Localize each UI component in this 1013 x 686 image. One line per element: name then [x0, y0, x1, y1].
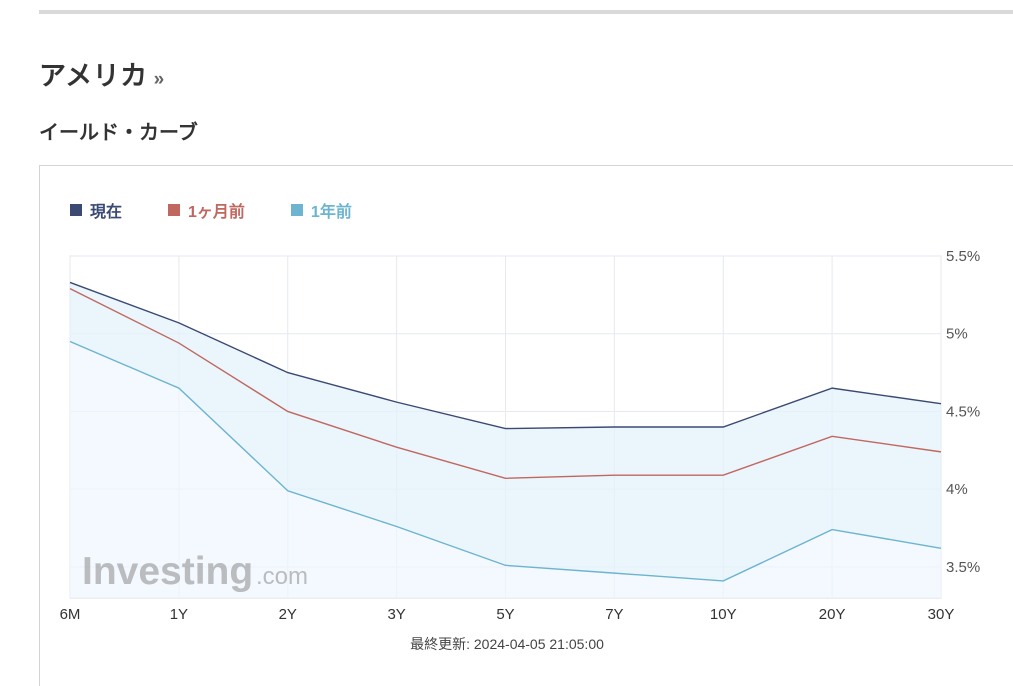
watermark-suffix: .com	[256, 563, 308, 590]
country-link[interactable]: アメリカ »	[39, 54, 164, 93]
legend-swatch-1-year-ago	[290, 204, 303, 216]
lower-band	[70, 341, 941, 598]
legend-label-1-month-ago: 1ヶ月前	[188, 204, 245, 221]
country-title: アメリカ	[39, 61, 148, 91]
legend-swatch-1-month-ago	[168, 204, 181, 216]
series-line-1	[69, 288, 942, 480]
legend-label-1-year-ago: 1年前	[310, 204, 352, 221]
x-tick-label: 5Y	[496, 606, 514, 623]
legend-label-current: 現在	[90, 204, 123, 221]
series-line-0	[69, 281, 942, 430]
last-updated-text: 最終更新: 2024-04-05 21:05:00	[410, 636, 604, 652]
x-tick-label: 10Y	[710, 606, 737, 623]
x-tick-label: 7Y	[605, 606, 623, 623]
legend-item-1-month-ago[interactable]: 1ヶ月前	[168, 198, 245, 222]
y-tick-label: 3.5%	[946, 559, 980, 576]
yield-curve-chart: 現在 1ヶ月前 1年前 Investing .com 3.5% 4% 4.5% 5% 5.5…	[39, 165, 1013, 686]
legend-item-current[interactable]: 現在	[70, 198, 122, 222]
x-tick-label: 2Y	[279, 606, 297, 623]
y-tick-label: 5%	[946, 326, 968, 343]
x-tick-label: 3Y	[387, 606, 405, 623]
section-subtitle: イールド・カーブ	[39, 122, 198, 144]
series-line-2	[69, 340, 942, 582]
legend-swatch-current	[70, 204, 82, 216]
y-tick-label: 4.5%	[946, 403, 980, 420]
top-divider	[39, 10, 1013, 14]
chart-legend: 現在 1ヶ月前 1年前	[70, 198, 352, 222]
watermark-brand: Investing	[82, 550, 253, 593]
x-tick-label: 20Y	[819, 606, 846, 623]
legend-item-1-year-ago[interactable]: 1年前	[290, 198, 352, 222]
x-tick-label: 1Y	[170, 606, 188, 623]
y-tick-label: 5.5%	[946, 248, 980, 265]
double-chevron-icon: »	[153, 69, 165, 90]
range-band	[70, 282, 941, 581]
x-tick-label: 6M	[60, 606, 81, 623]
x-tick-label: 30Y	[928, 606, 955, 623]
y-tick-label: 4%	[946, 481, 968, 498]
chart-plot: Investing .com 3.5% 4% 4.5% 5% 5.5% 6M 1Y 2Y 3Y 5Y 7…	[60, 248, 981, 623]
